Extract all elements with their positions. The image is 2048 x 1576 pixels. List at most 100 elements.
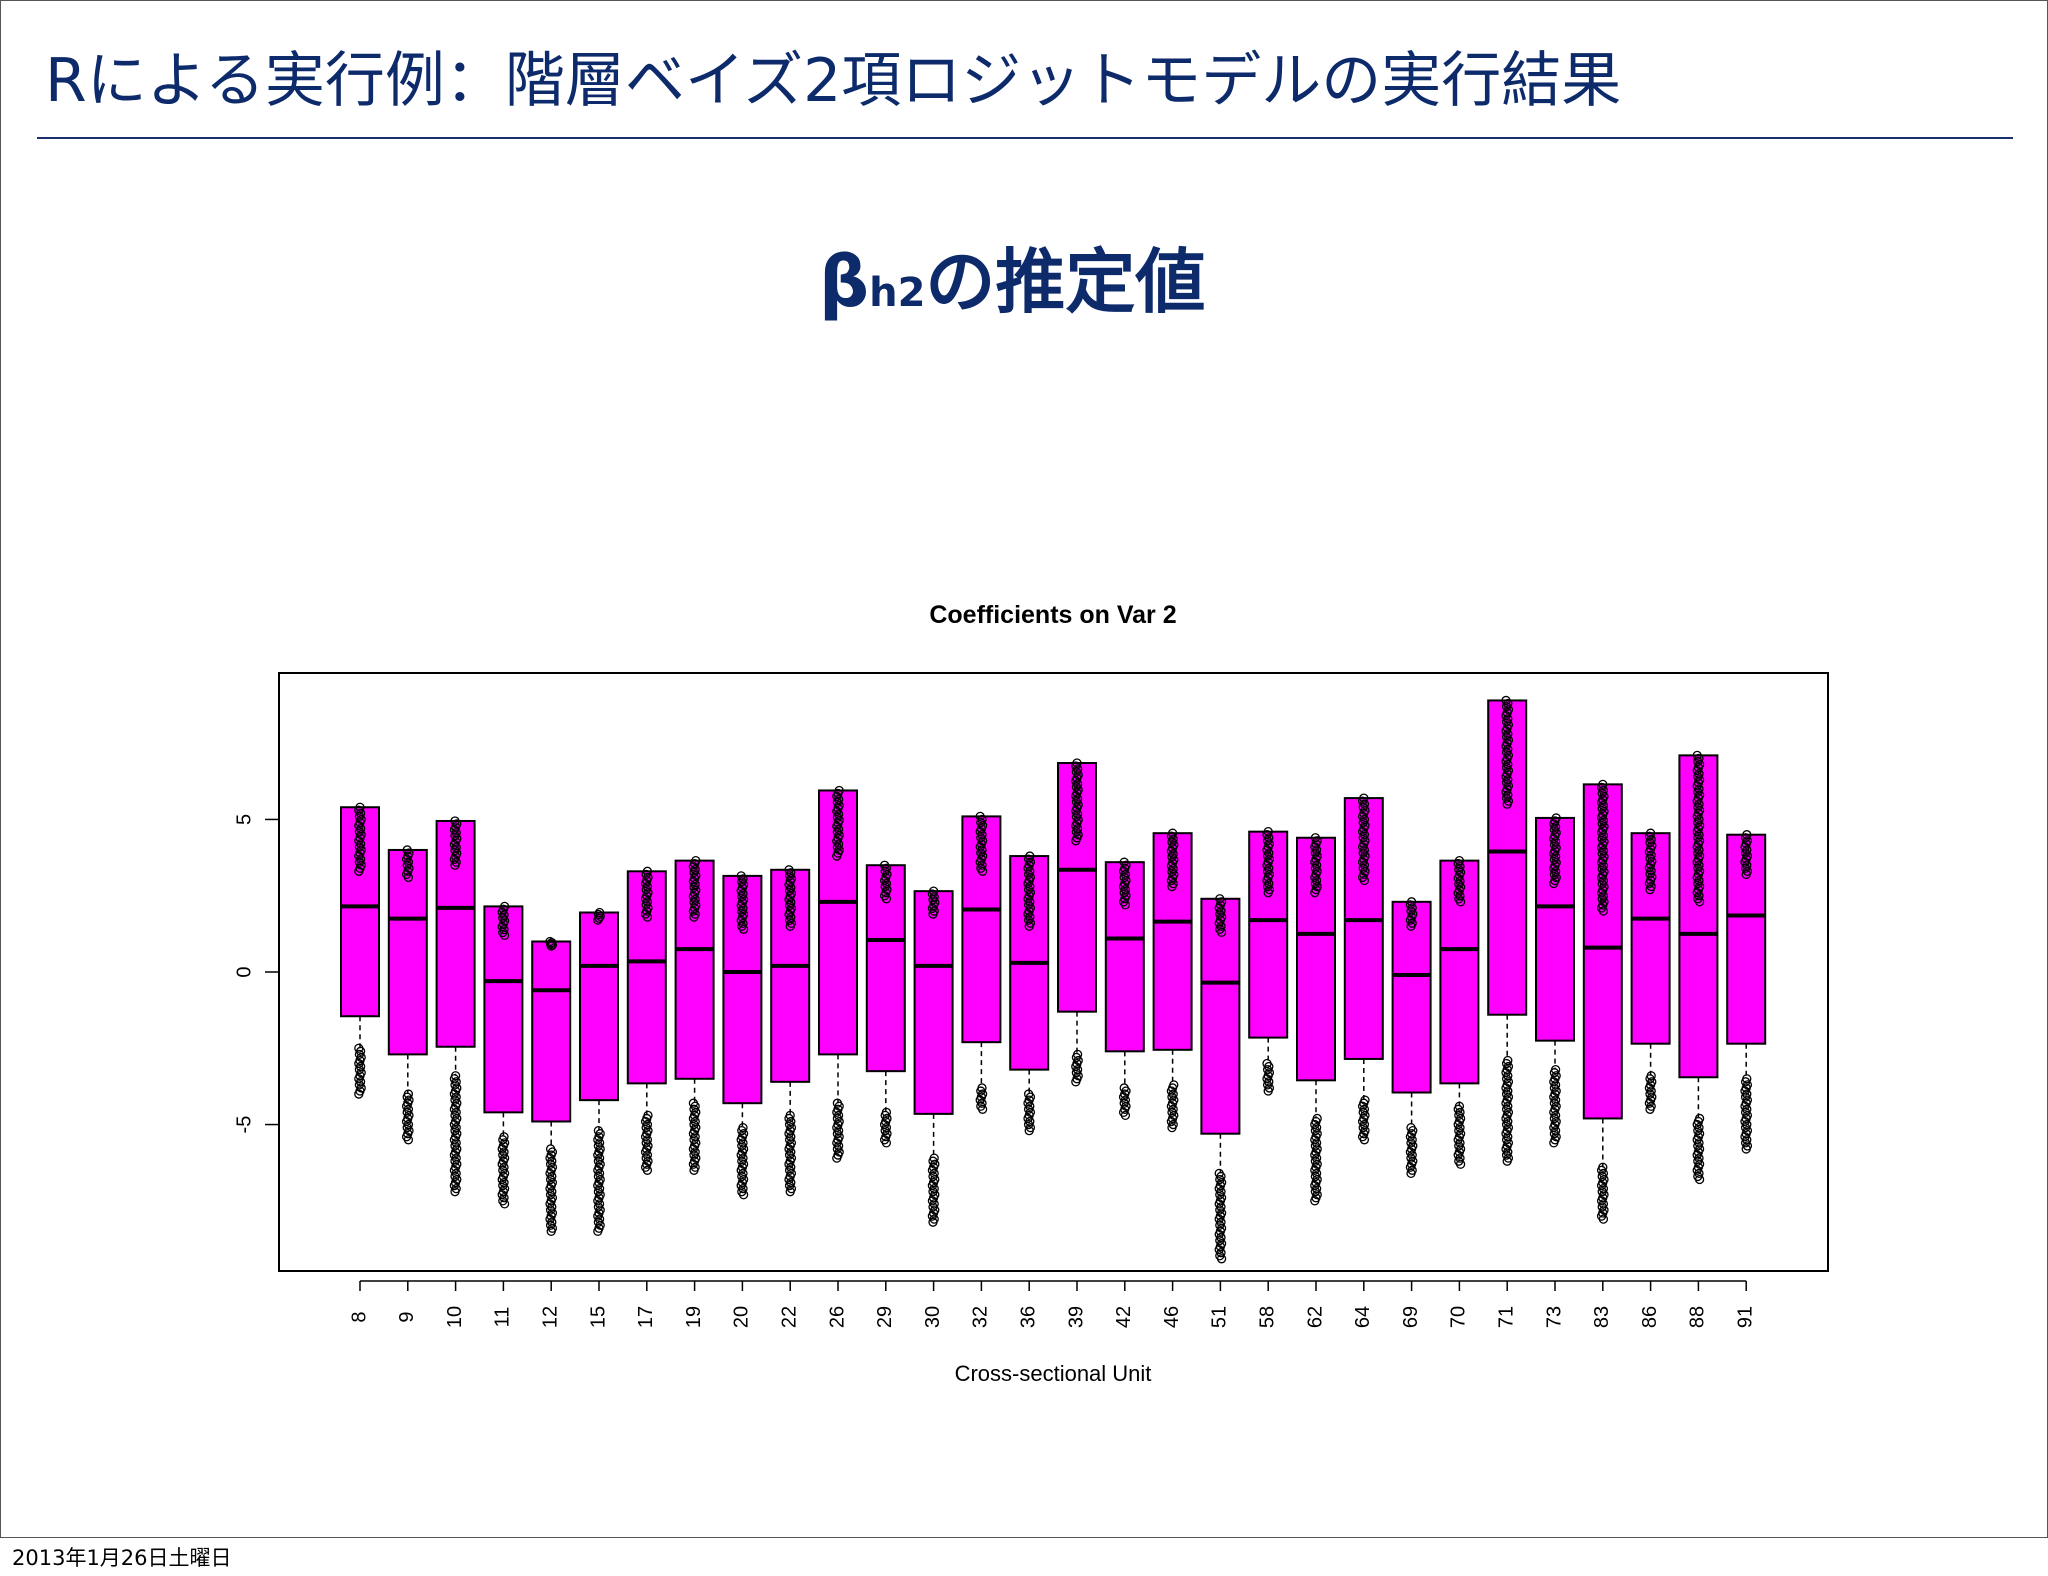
- box-iqr: [1630, 832, 1671, 1045]
- chart-heading: βh2の推定値: [819, 239, 1205, 336]
- box-39: [1057, 758, 1097, 1087]
- outlier-low: [354, 1043, 364, 1053]
- outlier-high: [355, 802, 365, 812]
- outlier-low: [1406, 1122, 1416, 1133]
- outlier-high: [1692, 750, 1702, 761]
- x-tick-label: 26: [826, 1306, 848, 1328]
- box-iqr: [674, 859, 715, 1080]
- outlier-high: [1310, 833, 1321, 843]
- box-42: [1104, 857, 1145, 1121]
- outlier-high: [595, 911, 605, 921]
- outlier-high: [1119, 857, 1129, 867]
- box-iqr: [818, 789, 858, 1056]
- outlier-low: [1023, 1089, 1034, 1099]
- slide: Rによる実行例：階層ベイズ2項ロジットモデルの実行結果 βh2の推定値 Coef…: [0, 0, 2048, 1538]
- outlier-high: [594, 907, 605, 918]
- outlier-high: [1742, 830, 1752, 840]
- x-tick-label: 39: [1065, 1306, 1087, 1328]
- outlier-low: [688, 1098, 699, 1108]
- outlier-low: [1742, 1074, 1752, 1084]
- outlier-high: [834, 785, 844, 796]
- x-tick-label: 22: [778, 1306, 800, 1328]
- x-axis: 8 9 10 11 12 15 17 19 20 22 26 29 30 32 36 39 42 46 51 58 62…: [348, 1280, 1756, 1328]
- outlier-low: [1312, 1113, 1322, 1124]
- outlier-low: [977, 1083, 987, 1093]
- outlier-low: [1694, 1113, 1705, 1124]
- x-tick-label: 15: [587, 1306, 609, 1328]
- box-86: [1630, 828, 1671, 1114]
- outlier-low: [1454, 1101, 1465, 1111]
- outlier-high: [879, 860, 890, 870]
- outlier-high: [1359, 793, 1369, 803]
- outlier-low: [1360, 1095, 1370, 1105]
- box-iqr: [1200, 897, 1241, 1135]
- box-64: [1343, 793, 1384, 1145]
- outlier-high: [402, 845, 412, 855]
- outlier-high: [1501, 695, 1511, 706]
- box-iqr: [722, 874, 763, 1105]
- box-10: [435, 816, 476, 1197]
- x-tick-label: 69: [1400, 1306, 1422, 1328]
- box-20: [722, 871, 763, 1200]
- outlier-low: [929, 1153, 939, 1163]
- x-tick-label: 86: [1639, 1306, 1661, 1328]
- outlier-low: [403, 1089, 414, 1099]
- x-tick-label: 10: [444, 1306, 466, 1328]
- x-tick-label: 29: [874, 1306, 896, 1328]
- box-iqr: [1391, 900, 1432, 1094]
- x-tick-label: 64: [1352, 1306, 1374, 1328]
- box-91: [1726, 830, 1767, 1154]
- box-88: [1678, 750, 1719, 1185]
- plot-area: Coefficients on Var 2 -5 0 5 8 9 10 11 12 15 17 1…: [179, 561, 1899, 1501]
- box-58: [1248, 827, 1289, 1096]
- box-iqr: [1487, 699, 1528, 1016]
- x-tick-label: 71: [1495, 1306, 1517, 1328]
- outlier-low: [1262, 1058, 1272, 1069]
- chart-title: Coefficients on Var 2: [929, 601, 1176, 629]
- x-tick-label: 30: [922, 1306, 944, 1328]
- outlier-high: [1454, 855, 1465, 866]
- x-tick-label: 46: [1161, 1306, 1183, 1328]
- x-tick-label: 8: [348, 1311, 370, 1322]
- box-22: [770, 865, 811, 1197]
- box-8: [340, 802, 380, 1099]
- outlier-low: [593, 1126, 604, 1136]
- outlier-low: [785, 1110, 795, 1121]
- boxplot-chart: Coefficients on Var 2 -5 0 5 8 9 10 11 12 15 17 1…: [233, 601, 1829, 1386]
- box-71: [1487, 695, 1528, 1166]
- outlier-high: [1167, 828, 1178, 838]
- y-axis: -5 0 5: [233, 814, 280, 1133]
- box-36: [1009, 851, 1050, 1136]
- x-tick-label: 12: [539, 1306, 561, 1328]
- heading-text: の推定値: [925, 241, 1206, 323]
- outlier-high: [1551, 813, 1561, 823]
- box-46: [1152, 828, 1193, 1133]
- slide-title: Rによる実行例：階層ベイズ2項ロジットモデルの実行結果: [45, 46, 1622, 116]
- x-tick-label: 42: [1113, 1306, 1135, 1328]
- box-29: [865, 860, 906, 1148]
- box-32: [961, 811, 1002, 1114]
- outlier-high: [736, 871, 746, 881]
- outlier-low: [1214, 1168, 1224, 1179]
- box-15: [579, 907, 619, 1236]
- outlier-high: [975, 811, 985, 822]
- box-69: [1391, 897, 1432, 1179]
- outlier-high: [1263, 827, 1273, 837]
- outlier-high: [1598, 779, 1608, 790]
- boxes-group: [340, 695, 1767, 1264]
- box-70: [1439, 855, 1480, 1169]
- box-17: [626, 866, 667, 1175]
- outlier-low: [1550, 1064, 1561, 1075]
- x-tick-label: 62: [1304, 1306, 1326, 1328]
- box-83: [1582, 779, 1623, 1224]
- box-iqr: [770, 868, 811, 1083]
- outlier-high: [499, 901, 510, 912]
- box-iqr: [531, 940, 572, 1123]
- outlier-low: [1169, 1080, 1179, 1090]
- box-26: [818, 785, 858, 1163]
- x-tick-label: 51: [1209, 1306, 1231, 1328]
- outlier-high: [1215, 894, 1225, 904]
- outlier-high: [691, 855, 701, 866]
- outlier-high: [594, 913, 604, 923]
- box-30: [913, 886, 954, 1227]
